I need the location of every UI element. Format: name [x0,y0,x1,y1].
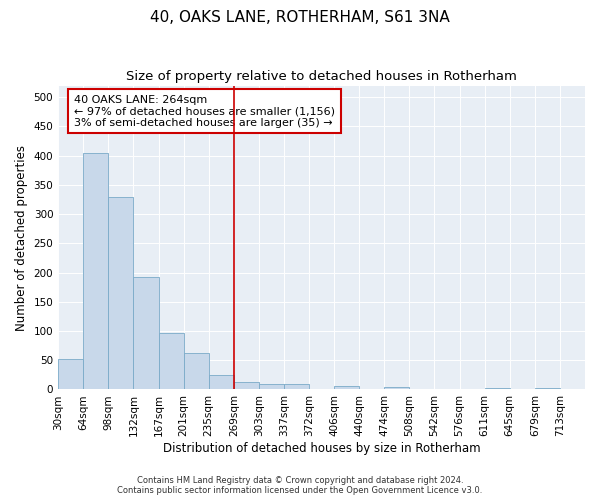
Bar [259,384,284,390]
Bar [284,384,309,390]
Text: 40 OAKS LANE: 264sqm
← 97% of detached houses are smaller (1,156)
3% of semi-det: 40 OAKS LANE: 264sqm ← 97% of detached h… [74,94,335,128]
Bar [535,388,560,390]
Text: Contains HM Land Registry data © Crown copyright and database right 2024.
Contai: Contains HM Land Registry data © Crown c… [118,476,482,495]
Bar [385,387,409,390]
Bar [83,153,109,390]
Bar [234,382,259,390]
Bar [109,196,133,390]
Bar [133,277,158,390]
Bar [184,352,209,390]
Text: 40, OAKS LANE, ROTHERHAM, S61 3NA: 40, OAKS LANE, ROTHERHAM, S61 3NA [150,10,450,25]
Bar [58,359,83,390]
Bar [158,333,184,390]
Bar [209,375,234,390]
Bar [485,388,510,390]
Y-axis label: Number of detached properties: Number of detached properties [15,144,28,330]
X-axis label: Distribution of detached houses by size in Rotherham: Distribution of detached houses by size … [163,442,481,455]
Bar [334,386,359,390]
Title: Size of property relative to detached houses in Rotherham: Size of property relative to detached ho… [126,70,517,83]
